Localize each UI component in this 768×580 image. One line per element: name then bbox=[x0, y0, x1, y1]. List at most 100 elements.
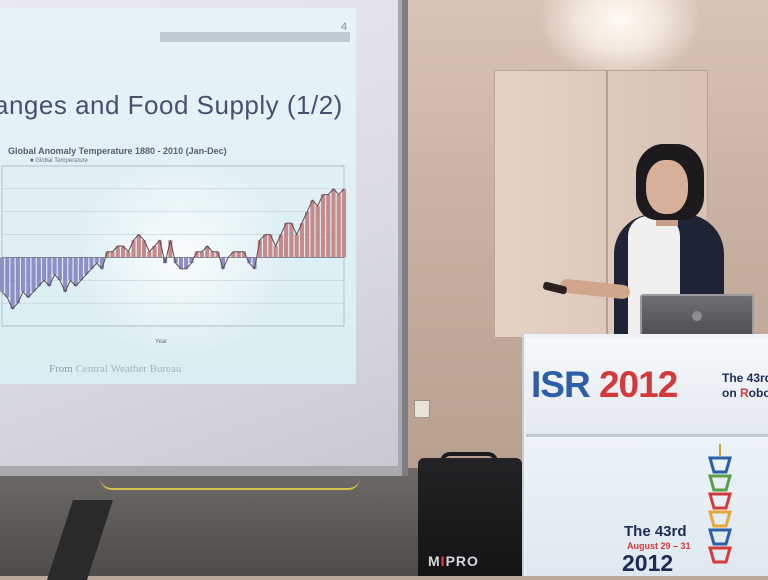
chart-x-axis-label: Year bbox=[155, 339, 168, 345]
chart-bar bbox=[131, 240, 136, 258]
chart-bar bbox=[110, 251, 115, 258]
chart-bar bbox=[42, 257, 47, 281]
chart-bar bbox=[236, 251, 241, 258]
slide-title: anges and Food Supply (1/2) bbox=[0, 90, 343, 120]
projected-slide: 4 anges and Food Supply (1/2) Global Ano… bbox=[0, 8, 356, 384]
slide-source-credit: From Central Weather Bureau bbox=[49, 363, 181, 375]
slide-page-number: 4 bbox=[341, 21, 348, 33]
chart-bar bbox=[157, 240, 162, 258]
slide-header-bar bbox=[160, 32, 350, 42]
podium-banner bbox=[526, 338, 768, 437]
podium-line2-rest: obo bbox=[748, 386, 768, 400]
chart-bar bbox=[268, 234, 273, 258]
chart-bar bbox=[94, 257, 99, 264]
chart-bar bbox=[105, 251, 110, 258]
chart-bar bbox=[257, 240, 262, 258]
chart-bar bbox=[220, 257, 226, 269]
chart-bar bbox=[168, 240, 173, 258]
chart-bar bbox=[299, 223, 304, 258]
taipei-101-tower-icon bbox=[708, 444, 732, 564]
chart-bar bbox=[247, 257, 252, 264]
presenter-face bbox=[646, 160, 688, 214]
chart-bar bbox=[26, 257, 31, 298]
chart-bar bbox=[20, 257, 26, 292]
chart-bar bbox=[178, 257, 183, 269]
chart-bar bbox=[152, 246, 157, 258]
chart-bar bbox=[252, 257, 257, 269]
chart-bar bbox=[126, 251, 131, 258]
chart-bar bbox=[147, 251, 152, 258]
chart-bar bbox=[36, 257, 41, 286]
chart-bar bbox=[63, 257, 68, 292]
temperature-anomaly-chart bbox=[0, 165, 347, 327]
source-prefix: From bbox=[49, 363, 76, 375]
chart-bar bbox=[68, 257, 73, 281]
chart-bar bbox=[273, 246, 278, 258]
source-name: Central Weather Bureau bbox=[75, 363, 182, 375]
pa-speaker bbox=[418, 458, 522, 576]
chart-bar bbox=[136, 234, 141, 258]
chart-bar bbox=[210, 251, 215, 258]
chart-bar bbox=[294, 234, 299, 258]
chart-bar bbox=[310, 200, 315, 258]
chart-title: Global Anomaly Temperature 1880 - 2010 (… bbox=[8, 146, 227, 156]
chart-bar bbox=[52, 257, 57, 275]
chart-bar bbox=[305, 211, 310, 258]
speaker-brand: MIPRO bbox=[428, 553, 479, 569]
chart-bar bbox=[31, 257, 36, 292]
podium-line-1: The 43rd bbox=[722, 371, 768, 385]
chart-trend-line bbox=[1, 188, 345, 310]
chart-bar bbox=[184, 257, 189, 269]
chart-bar bbox=[120, 246, 126, 258]
chart-bar bbox=[163, 257, 168, 264]
chart-bar bbox=[278, 234, 283, 258]
chart-bar bbox=[47, 257, 52, 286]
chart-bar bbox=[331, 188, 336, 258]
podium-line-2: on Robo bbox=[722, 386, 768, 400]
chart-bar bbox=[289, 223, 294, 258]
chart-bar bbox=[73, 257, 78, 286]
chart-bar bbox=[173, 257, 178, 264]
chart-bar bbox=[336, 194, 341, 258]
podium-line2-accent: R bbox=[740, 386, 749, 400]
chart-bar bbox=[199, 251, 205, 258]
speaker-brand-accent: I bbox=[440, 553, 446, 569]
chart-bar bbox=[57, 257, 62, 281]
chart-bar bbox=[78, 257, 83, 281]
chart-bar bbox=[284, 223, 289, 258]
chart-bar bbox=[194, 251, 199, 258]
chart-bar bbox=[215, 251, 220, 258]
chart-bar bbox=[315, 206, 320, 258]
chart-bar bbox=[326, 194, 331, 258]
speaker-brand-prefix: M bbox=[428, 553, 441, 569]
brand-year: 2012 bbox=[598, 364, 678, 405]
chart-bars bbox=[0, 188, 347, 309]
cabinet-door-gap bbox=[606, 70, 608, 338]
laptop-logo-icon bbox=[692, 311, 702, 321]
chart-bar bbox=[89, 257, 94, 269]
podium-lower-title: The 43rd bbox=[624, 523, 687, 540]
chart-bar bbox=[241, 251, 247, 258]
podium-lower-dates: August 29 – 31 bbox=[627, 541, 691, 551]
chart-bar bbox=[115, 246, 120, 258]
chart-legend: ■ Global Temperature bbox=[30, 158, 88, 164]
podium-line2-prefix: on bbox=[722, 386, 740, 400]
chart-bar bbox=[5, 257, 10, 298]
speaker-brand-rest: PRO bbox=[445, 553, 479, 569]
power-cable bbox=[100, 478, 360, 490]
chart-bar bbox=[189, 257, 194, 264]
wall-outlet bbox=[414, 400, 430, 418]
chart-bar bbox=[141, 240, 147, 258]
chart-bar bbox=[205, 246, 210, 258]
chart-bar bbox=[10, 257, 15, 309]
chart-bar bbox=[341, 188, 347, 258]
brand-isr: ISR bbox=[531, 364, 591, 405]
chart-bar bbox=[15, 257, 20, 304]
chart-bar bbox=[84, 257, 89, 275]
chart-bar bbox=[0, 257, 5, 292]
chart-bar bbox=[263, 234, 268, 258]
chart-bar bbox=[320, 194, 326, 258]
chart-bar bbox=[231, 251, 236, 258]
podium-lower-year: 2012 bbox=[622, 550, 674, 576]
podium-brand: ISR 2012 bbox=[531, 364, 678, 406]
